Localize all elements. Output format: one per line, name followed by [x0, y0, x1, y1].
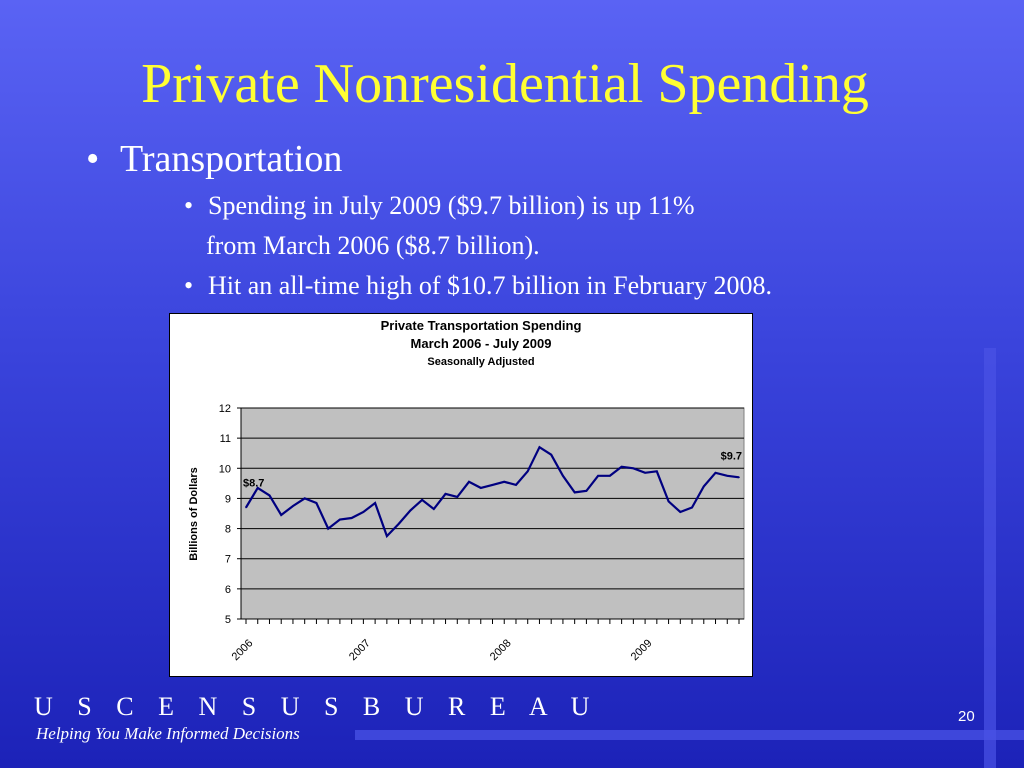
x-tick-label: 2008	[488, 637, 514, 663]
data-point	[350, 517, 353, 519]
data-point	[714, 472, 717, 474]
chart-subtitle: March 2006 - July 2009	[411, 336, 552, 351]
sub-bullet-all-time-high: • Hit an all-time high of $10.7 billion i…	[184, 270, 772, 302]
data-point	[268, 494, 271, 497]
data-point	[491, 484, 494, 486]
y-tick-label: 8	[225, 524, 231, 536]
data-point	[679, 511, 682, 513]
y-tick-label: 9	[225, 493, 231, 505]
x-tick-label: 2009	[629, 637, 655, 663]
data-point	[421, 499, 423, 501]
data-point	[644, 472, 646, 474]
data-point	[456, 496, 459, 498]
decorative-horizontal-bar	[355, 730, 1024, 740]
census-bureau-logo-text: U S C E N S U S B U R E A U	[34, 692, 599, 721]
y-tick-label: 11	[220, 433, 231, 445]
data-point	[327, 527, 329, 530]
data-point	[303, 497, 306, 500]
data-point	[256, 487, 259, 489]
chart-container: Private Transportation Spending March 20…	[169, 313, 753, 677]
data-point	[292, 505, 294, 507]
sub-bullet-july-2009-text: Spending in July 2009 ($9.7 billion) is …	[208, 191, 695, 220]
data-point	[315, 502, 318, 504]
data-point	[585, 490, 588, 492]
sub-bullet-dot: •	[184, 271, 194, 300]
annotation-start-value: $8.7	[243, 477, 264, 489]
data-point	[667, 500, 670, 503]
data-point	[386, 535, 388, 537]
data-point	[691, 506, 693, 509]
sub-bullet-july-2009-continuation: from March 2006 ($8.7 billion).	[206, 231, 540, 260]
data-point	[515, 484, 517, 486]
data-point	[573, 491, 576, 494]
data-point	[738, 476, 740, 479]
x-tick-label: 2007	[347, 637, 373, 663]
data-point	[702, 485, 705, 488]
plot-area: 5 6 7 8 9 10 11 12 2006 2007 2008 2009 $8.7 $9.7	[219, 403, 745, 663]
sub-bullet-all-time-high-text: Hit an all-time high of $10.7 billion in…	[208, 271, 772, 300]
sub-bullet-dot: •	[184, 191, 194, 220]
decorative-vertical-bar	[984, 348, 996, 768]
data-point	[374, 502, 376, 504]
chart-note: Seasonally Adjusted	[427, 356, 534, 368]
bullet-transportation-text: Transportation	[120, 138, 343, 180]
data-point	[444, 493, 447, 495]
y-tick-label: 12	[219, 403, 231, 415]
data-point	[339, 518, 341, 521]
data-point	[550, 453, 552, 456]
data-point	[656, 470, 658, 473]
data-point	[409, 509, 412, 512]
y-tick-label: 10	[219, 463, 231, 475]
data-point	[479, 487, 482, 489]
x-tick-label: 2006	[230, 637, 256, 663]
annotation-end-value: $9.7	[721, 450, 742, 462]
line-chart: Private Transportation Spending March 20…	[188, 318, 745, 663]
data-point	[597, 475, 599, 477]
data-point	[433, 508, 435, 510]
data-point	[620, 465, 623, 468]
data-point	[538, 446, 541, 448]
data-point	[280, 514, 283, 516]
plot-background	[240, 407, 745, 620]
y-tick-label: 7	[225, 554, 231, 566]
bullet-dot: •	[86, 138, 100, 180]
footer-tagline: Helping You Make Informed Decisions	[36, 724, 300, 743]
page-number: 20	[958, 708, 975, 725]
data-point	[468, 481, 470, 483]
sub-bullet-july-2009: • Spending in July 2009 ($9.7 billion) is…	[184, 190, 695, 222]
data-point	[397, 523, 400, 525]
chart-title: Private Transportation Spending	[381, 318, 582, 333]
data-point	[562, 475, 564, 477]
bullet-transportation: • Transportation	[86, 136, 342, 182]
data-point	[632, 467, 635, 470]
data-point	[609, 475, 611, 477]
slide-title: Private Nonresidential Spending	[141, 53, 869, 115]
data-point	[526, 470, 529, 473]
y-tick-label: 5	[225, 614, 231, 626]
y-tick-label: 6	[225, 584, 231, 596]
y-axis-label: Billions of Dollars	[188, 467, 200, 561]
data-point	[726, 475, 729, 477]
data-point	[362, 511, 365, 513]
data-point	[503, 481, 506, 483]
data-point	[245, 506, 247, 509]
